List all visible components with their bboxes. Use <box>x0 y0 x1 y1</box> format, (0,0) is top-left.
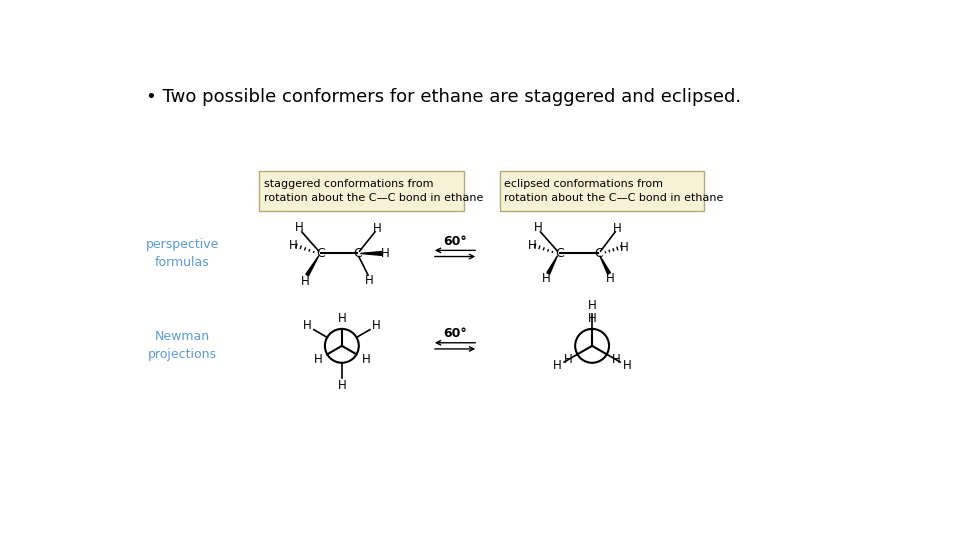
Text: H: H <box>588 299 596 312</box>
Text: eclipsed conformations from
rotation about the C—C bond in ethane: eclipsed conformations from rotation abo… <box>504 179 724 203</box>
Text: H: H <box>528 239 537 252</box>
Text: 60°: 60° <box>444 234 467 248</box>
Text: H: H <box>613 221 622 234</box>
Text: H: H <box>612 353 620 366</box>
Text: H: H <box>553 360 562 373</box>
FancyBboxPatch shape <box>500 171 704 211</box>
Text: H: H <box>302 319 312 332</box>
Polygon shape <box>547 256 558 274</box>
Polygon shape <box>306 256 319 276</box>
Text: H: H <box>606 272 615 285</box>
Text: H: H <box>588 312 596 325</box>
Text: H: H <box>542 272 551 285</box>
Text: 60°: 60° <box>444 327 467 340</box>
Text: • Two possible conformers for ethane are staggered and eclipsed.: • Two possible conformers for ethane are… <box>146 88 740 106</box>
Text: H: H <box>381 247 390 260</box>
Polygon shape <box>600 256 611 274</box>
Text: C: C <box>353 247 362 260</box>
Text: H: H <box>620 241 629 254</box>
Text: H: H <box>534 221 542 234</box>
Text: staggered conformations from
rotation about the C—C bond in ethane: staggered conformations from rotation ab… <box>264 179 484 203</box>
Text: H: H <box>295 221 304 234</box>
Text: H: H <box>314 353 323 366</box>
Polygon shape <box>360 252 382 255</box>
Text: H: H <box>622 360 631 373</box>
Text: C: C <box>317 247 325 260</box>
Text: perspective
formulas: perspective formulas <box>146 238 219 269</box>
Text: H: H <box>564 353 572 366</box>
Text: H: H <box>372 319 381 332</box>
Text: H: H <box>289 239 298 252</box>
Text: Newman
projections: Newman projections <box>148 330 217 361</box>
FancyBboxPatch shape <box>259 171 464 211</box>
Text: H: H <box>362 353 371 366</box>
Text: C: C <box>594 247 603 260</box>
Text: H: H <box>338 312 347 325</box>
Text: C: C <box>556 247 564 260</box>
Text: H: H <box>372 221 382 234</box>
Circle shape <box>575 329 609 363</box>
Text: H: H <box>365 274 374 287</box>
Text: H: H <box>301 275 310 288</box>
Text: H: H <box>338 380 347 393</box>
